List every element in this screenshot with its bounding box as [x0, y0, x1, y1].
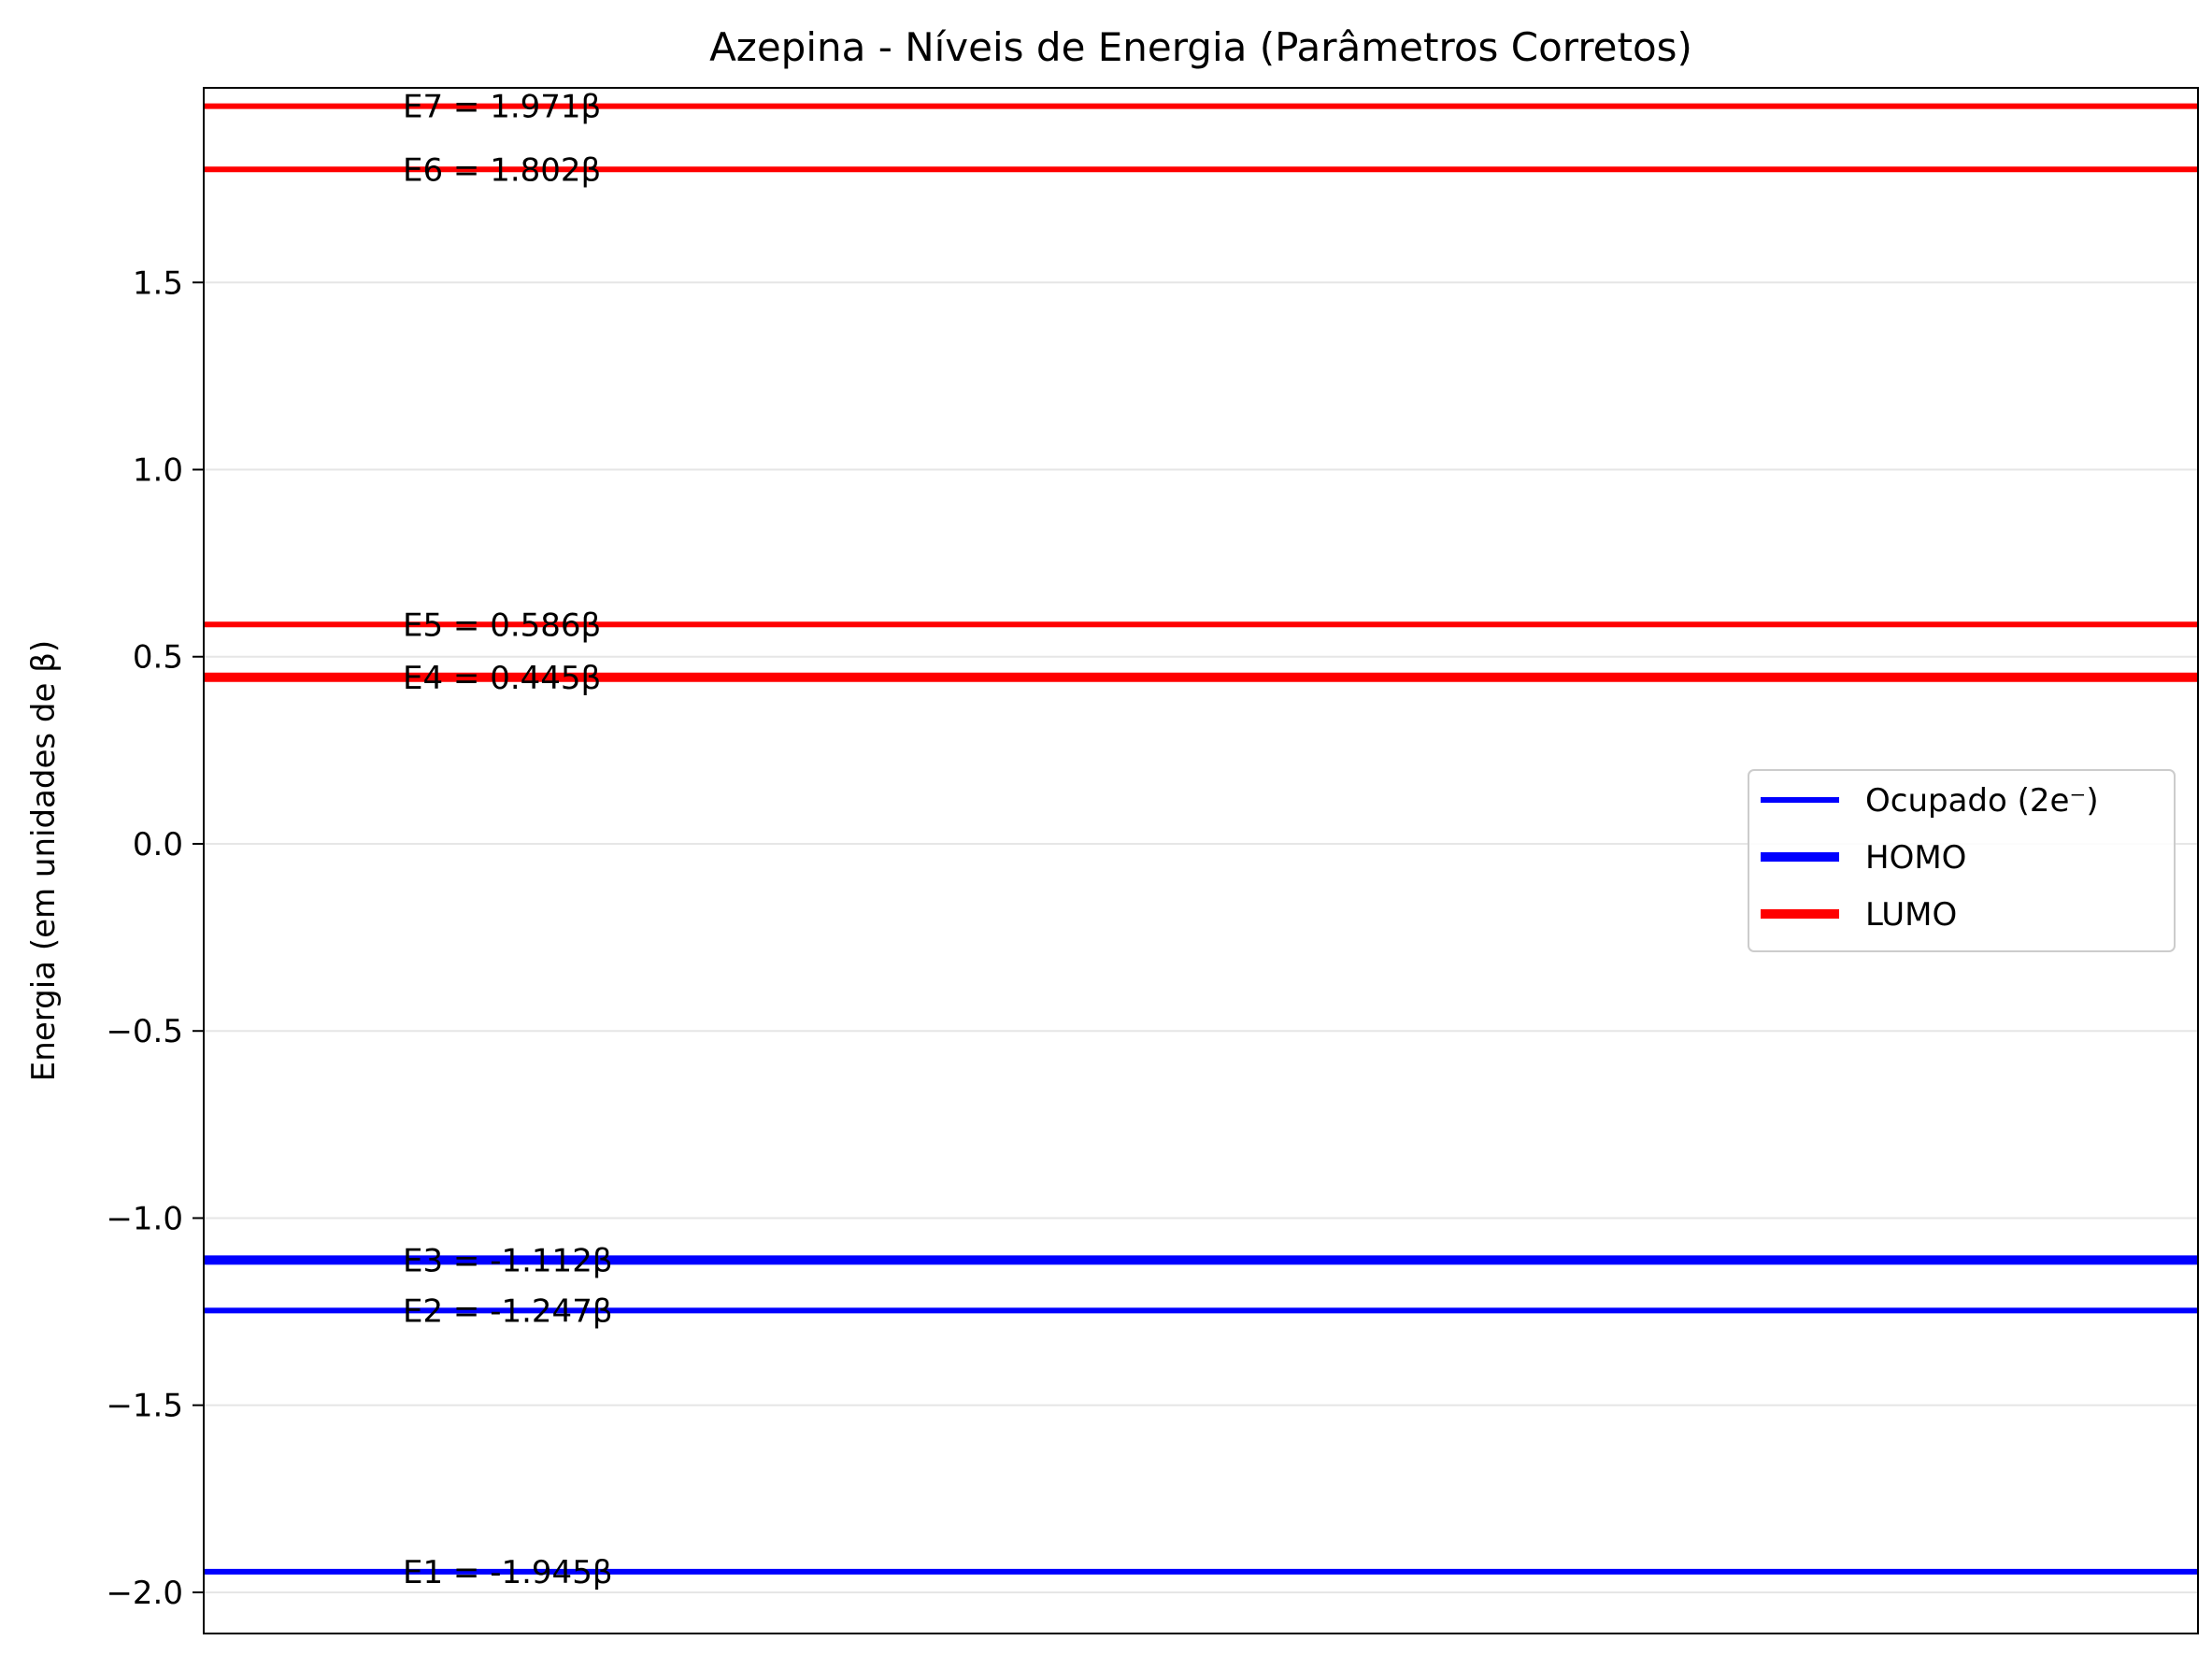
y-tick-label-0: 1.5 — [133, 264, 183, 302]
energy-level-label-e4: E4 = 0.445β — [403, 660, 601, 697]
y-tick-label-4: −0.5 — [106, 1013, 183, 1050]
legend-label-occupied: Ocupado (2e⁻) — [1865, 782, 2099, 820]
grid-lines — [204, 281, 2198, 1593]
y-tick-label-1: 1.0 — [133, 451, 183, 489]
y-tick-label-7: −2.0 — [106, 1575, 183, 1612]
y-axis-label: Energia (em unidades de β) — [25, 640, 63, 1081]
y-tick-label-5: −1.0 — [106, 1200, 183, 1237]
energy-levels: E1 = -1.945β E2 = -1.247β E3 = -1.112β E4 =… — [204, 89, 2198, 1591]
legend-label-lumo: LUMO — [1865, 896, 1957, 934]
energy-level-label-e6: E6 = 1.802β — [403, 151, 601, 189]
legend-label-homo: HOMO — [1865, 839, 1966, 877]
energy-level-label-e1: E1 = -1.945β — [403, 1554, 613, 1591]
chart-title: Azepina - Níveis de Energia (Parâmetros … — [709, 24, 1692, 70]
energy-level-label-e7: E7 = 1.971β — [403, 89, 601, 126]
energy-level-label-e2: E2 = -1.247β — [403, 1292, 613, 1330]
y-tick-label-3: 0.0 — [133, 826, 183, 863]
energy-level-label-e5: E5 = 0.586β — [403, 606, 601, 644]
y-tick-label-2: 0.5 — [133, 639, 183, 677]
y-tick-label-6: −1.5 — [106, 1388, 183, 1425]
energy-level-label-e3: E3 = -1.112β — [403, 1242, 613, 1279]
plot-frame — [203, 87, 2199, 1634]
y-axis-ticks: 1.5 1.0 0.5 0.0 −0.5 −1.0 −1.5 −2.0 — [106, 264, 204, 1612]
legend-box — [1748, 769, 2176, 952]
legend: Ocupado (2e⁻) HOMO LUMO — [1748, 769, 2176, 952]
